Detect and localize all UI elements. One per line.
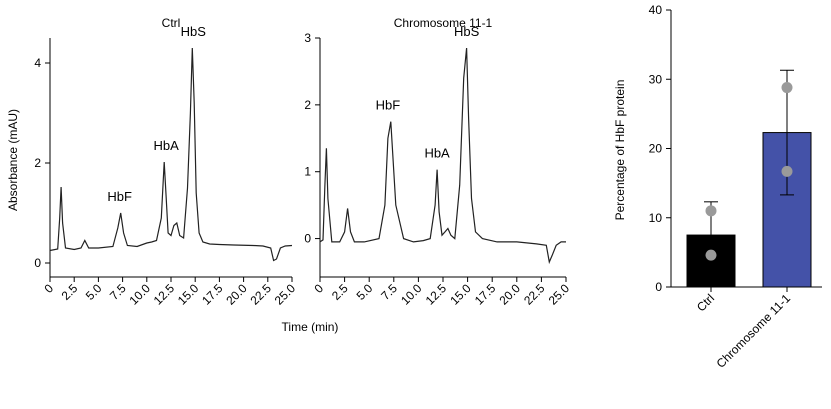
chromosome-y-tick-label: 2: [304, 98, 311, 112]
ctrl-y-tick-label: 4: [34, 56, 41, 70]
chromosome-x-ticks: 0 2.5 5.0 7.510.012.515.017.520.022.525.0: [311, 277, 572, 308]
ctrl-peak-label-hbf: HbF: [107, 189, 132, 204]
ctrl-y-axis-title: Absorbance (mAU): [6, 109, 20, 211]
chromosome-x-tick-label: 20.0: [497, 281, 524, 308]
ctrl-trace-line: [49, 47, 293, 262]
ctrl-chromatogram-panel: Ctrl 024 0 2.5 5.0 7.510.012.515.017.520.02…: [6, 16, 298, 308]
ctrl-x-ticks: 0 2.5 5.0 7.510.012.515.017.520.022.525.0: [41, 277, 298, 308]
chromosome-x-tick-label: 17.5: [472, 281, 499, 308]
ctrl-x-tick-label: 17.5: [199, 281, 226, 308]
chromosome-panel-title: Chromosome 11-1: [394, 16, 493, 30]
ctrl-x-tick-label: 20.0: [223, 281, 250, 308]
ctrl-x-tick-label: 7.5: [107, 281, 129, 303]
bar-y-tick-label: 20: [649, 142, 663, 156]
data-point-chromosome-11-1: [781, 82, 793, 94]
chromosome-peak-label-hbs: HbS: [454, 24, 480, 39]
ctrl-peak-labels: HbF HbA HbS: [107, 24, 206, 204]
ctrl-panel-title: Ctrl: [162, 16, 181, 30]
ctrl-x-tick-label: 5.0: [83, 281, 105, 303]
time-axis-title: Time (min): [282, 320, 339, 334]
data-point-ctrl: [705, 205, 717, 217]
ctrl-x-tick-label: 10.0: [127, 281, 154, 308]
chromosome-x-tick-label: 25.0: [546, 281, 573, 308]
ctrl-y-tick-label: 2: [34, 156, 41, 170]
chromosome-x-tick-label: 2.5: [329, 281, 351, 303]
chromosome-y-tick-label: 0: [304, 232, 311, 246]
chromosome-y-tick-label: 3: [304, 31, 311, 45]
ctrl-peak-label-hba: HbA: [154, 138, 180, 153]
ctrl-x-tick-label: 12.5: [151, 281, 178, 308]
chromosome-x-tick-label: 22.5: [521, 281, 548, 308]
ctrl-peak-label-hbs: HbS: [181, 24, 207, 39]
category-label-ctrl: Ctrl: [694, 291, 717, 314]
bar-y-axis-title: Percentage of HbF protein: [613, 80, 627, 221]
chromosome-x-tick-label: 5.0: [354, 281, 376, 303]
ctrl-y-ticks: 0 2 4: [34, 56, 50, 270]
bar-y-tick-label: 0: [655, 280, 662, 294]
data-point-chromosome-11-1: [781, 165, 793, 177]
bar-y-tick-label: 10: [649, 211, 663, 225]
ctrl-x-tick-label: 22.5: [248, 281, 275, 308]
chromosome-x-tick-label: 15.0: [447, 281, 474, 308]
chromosome-y-ticks: 0 1 2 3: [304, 31, 320, 246]
ctrl-x-tick-label: 25.0: [272, 281, 299, 308]
data-point-ctrl: [705, 249, 717, 261]
ctrl-y-tick-label: 0: [34, 256, 41, 270]
chromosome-peak-label-hba: HbA: [424, 146, 450, 161]
bar-y-tick-label: 40: [649, 3, 663, 17]
bar-series: [686, 69, 812, 288]
ctrl-x-tick-label: 15.0: [175, 281, 202, 308]
chromosome-x-tick-label: 12.5: [423, 281, 450, 308]
bar-y-tick-label: 30: [649, 72, 663, 86]
chromosome-x-tick-label: 10.0: [398, 281, 425, 308]
ctrl-x-tick-label: 0: [41, 281, 56, 296]
ctrl-x-tick-label: 2.5: [59, 281, 81, 303]
chromosome-peak-label-hbf: HbF: [376, 98, 401, 113]
chromosome-x-tick-label: 0: [311, 281, 326, 296]
bar-y-ticks: 0 10 20 30 40: [649, 3, 671, 294]
chromosome-y-tick-label: 1: [304, 165, 311, 179]
chromosome-x-tick-label: 7.5: [378, 281, 400, 303]
chromosome-peak-labels: HbF HbA HbS: [376, 24, 480, 161]
category-label-chromosome-11-1: Chromosome 11-1: [714, 291, 794, 371]
chromosome-trace-line: [319, 47, 566, 265]
